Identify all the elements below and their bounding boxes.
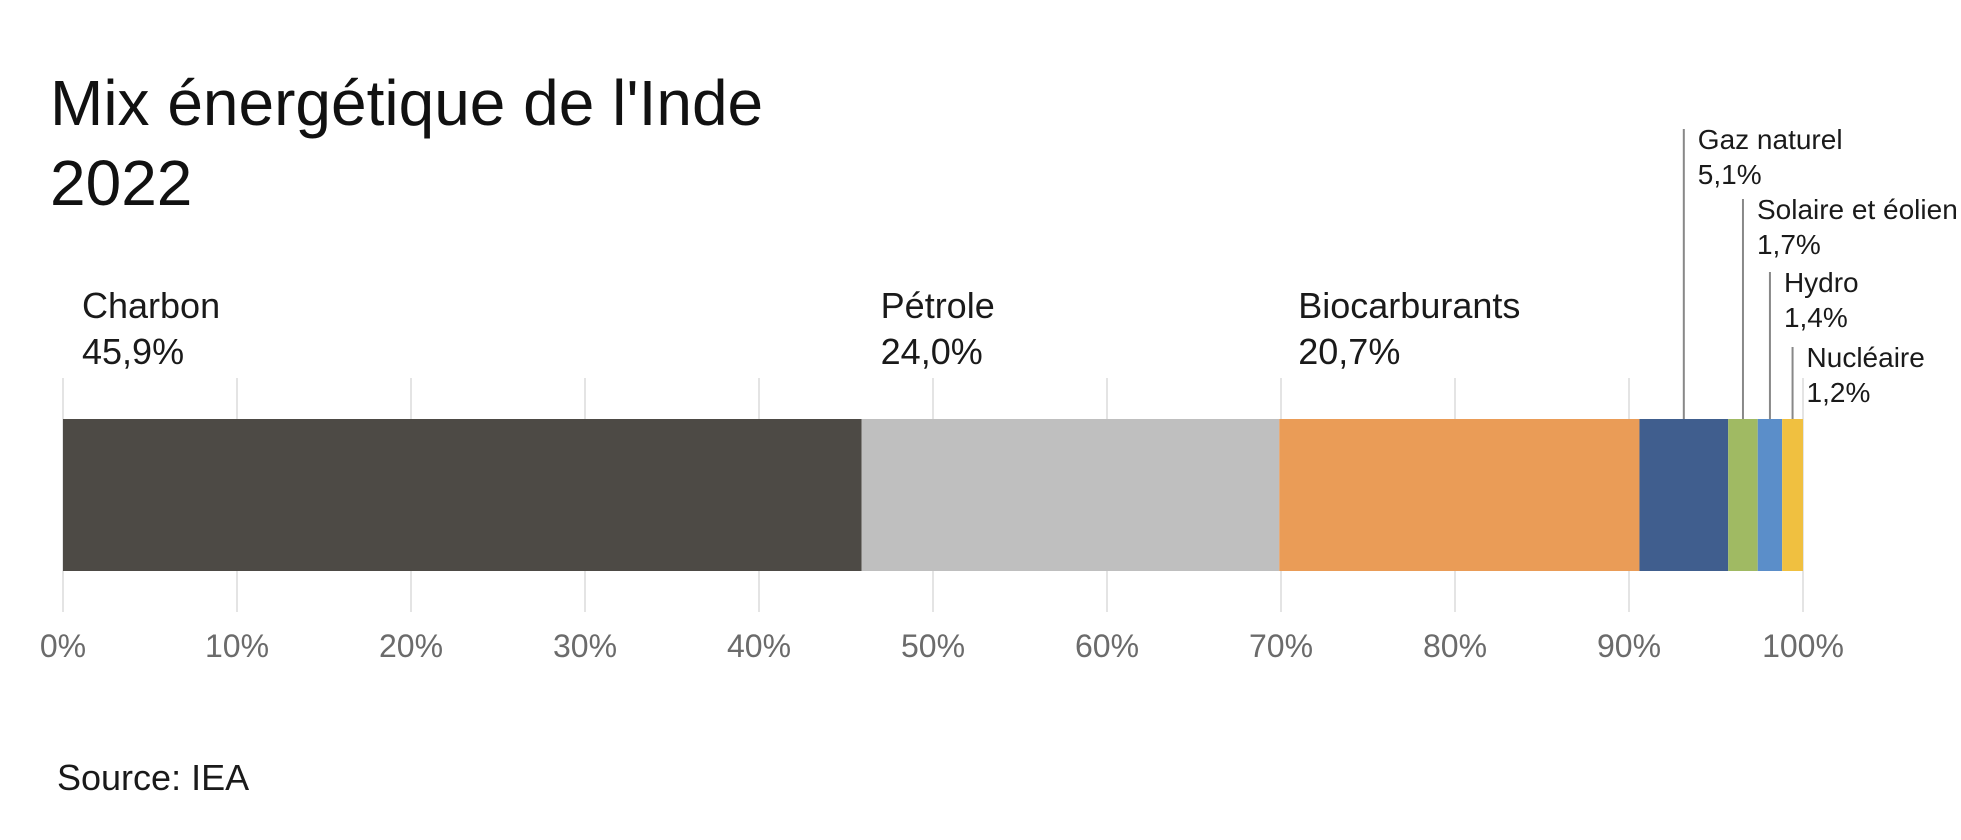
stacked-bar [63, 419, 1803, 571]
bar-segment [63, 419, 862, 571]
bar-segment [1639, 419, 1729, 571]
segment-value-label: 1,2% [1807, 377, 1871, 408]
chart-title-line1: Mix énergétique de l'Inde [50, 67, 763, 139]
x-tick-label: 100% [1762, 628, 1844, 664]
segment-name-label: Hydro [1784, 267, 1859, 298]
bar-segment [1757, 419, 1783, 571]
x-tick-label: 80% [1423, 628, 1487, 664]
x-tick-label: 60% [1075, 628, 1139, 664]
x-tick-label: 30% [553, 628, 617, 664]
x-tick-label: 90% [1597, 628, 1661, 664]
x-tick-label: 10% [205, 628, 269, 664]
x-tick-label: 70% [1249, 628, 1313, 664]
bar-segment [1728, 419, 1758, 571]
segment-value-label: 1,4% [1784, 302, 1848, 333]
x-tick-label: 50% [901, 628, 965, 664]
x-tick-label: 0% [40, 628, 86, 664]
source-note: Source: IEA [57, 757, 249, 798]
segment-name-label: Charbon [82, 285, 220, 326]
segment-value-label: 24,0% [881, 331, 983, 372]
bar-segment [861, 419, 1280, 571]
x-tick-label: 20% [379, 628, 443, 664]
segment-name-label: Pétrole [881, 285, 995, 326]
segment-name-label: Gaz naturel [1698, 124, 1843, 155]
segment-value-label: 45,9% [82, 331, 184, 372]
segment-name-label: Solaire et éolien [1757, 194, 1958, 225]
segment-name-label: Biocarburants [1298, 285, 1520, 326]
segment-name-label: Nucléaire [1807, 342, 1925, 373]
x-tick-label: 40% [727, 628, 791, 664]
segment-value-label: 5,1% [1698, 159, 1762, 190]
segment-labels: Charbon 45,9% Pétrole 24,0% Biocarburants 20,… [82, 124, 1958, 419]
bar-segment [1782, 419, 1803, 571]
chart-title-line2: 2022 [50, 147, 192, 219]
x-axis-ticks: 0% 10% 20% 30% 40% 50% 60% 70% 80% 90% 100% [40, 628, 1844, 664]
segment-value-label: 1,7% [1757, 229, 1821, 260]
segment-value-label: 20,7% [1298, 331, 1400, 372]
bar-segment [1279, 419, 1640, 571]
